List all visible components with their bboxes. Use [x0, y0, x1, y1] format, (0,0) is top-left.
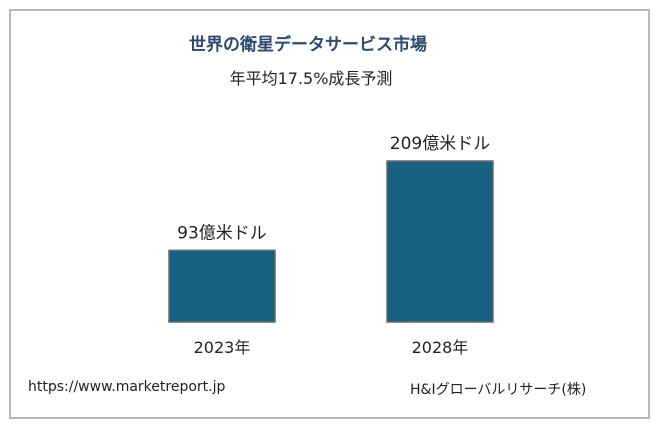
data-label-2028年: 209億米ドル: [390, 134, 490, 154]
chart-title: 世界の衛星データサービス市場: [189, 35, 427, 55]
data-label-2023年: 93億米ドル: [177, 223, 267, 243]
chart-subtitle: 年平均17.5%成長予測: [229, 69, 393, 88]
bar-2028年: [386, 160, 494, 323]
category-label-2023年: 2023年: [194, 338, 251, 357]
category-label-2028年: 2028年: [412, 338, 469, 357]
chart-frame: [9, 9, 650, 419]
source-url: https://www.marketreport.jp: [28, 379, 226, 395]
publisher-credit: H&Iグローバルリサーチ(株): [410, 382, 587, 398]
bar-2023年: [168, 249, 276, 323]
